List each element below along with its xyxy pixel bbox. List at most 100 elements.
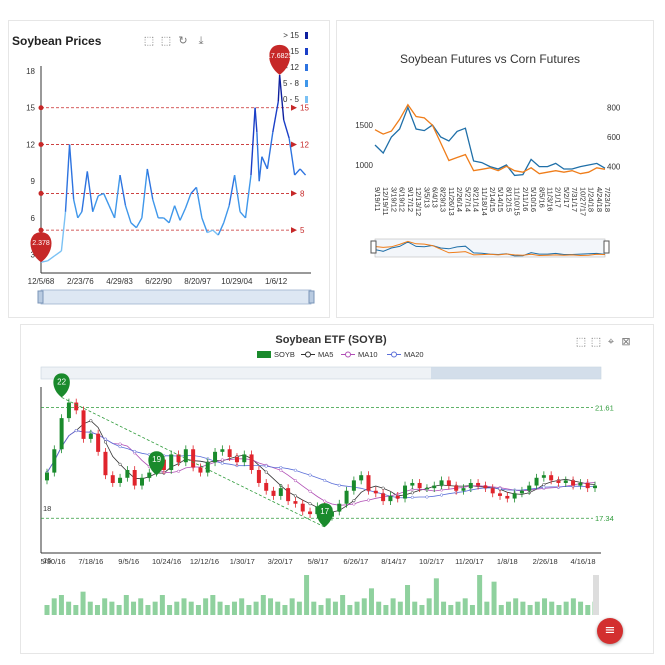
x-tick-label: 4/29/83 bbox=[106, 277, 133, 286]
candle-body bbox=[271, 490, 276, 496]
box-zoom-icon[interactable]: ⬚ bbox=[143, 34, 155, 47]
y-tick-label: 9 bbox=[31, 177, 36, 186]
mark-point-label: 22 bbox=[57, 377, 66, 386]
volume-bar bbox=[188, 601, 194, 615]
price-line-segment bbox=[64, 144, 71, 212]
restore-icon[interactable]: ⌖ bbox=[607, 335, 615, 348]
price-line-segment bbox=[228, 174, 236, 206]
price-line-segment bbox=[217, 222, 225, 236]
download-icon[interactable]: ⤓ bbox=[198, 34, 204, 47]
volume-bar bbox=[138, 598, 144, 615]
volume-bar bbox=[578, 601, 584, 615]
volume-bar bbox=[296, 601, 302, 615]
y-left-tick-label: 1000 bbox=[355, 161, 373, 170]
ma-point bbox=[337, 483, 341, 487]
legend-label: SOYB bbox=[274, 350, 295, 359]
volume-bar bbox=[469, 605, 475, 615]
etf-panel: ⬚ ⬚ ⌖ ⊠ Soybean ETF (SOYB) SOYB MA5 MA10 MA2… bbox=[20, 324, 654, 654]
volume-bar bbox=[174, 601, 180, 615]
navigator-handle-right bbox=[603, 240, 610, 254]
ma-point bbox=[264, 470, 268, 474]
volume-bar bbox=[513, 598, 519, 615]
legend-swatch bbox=[257, 351, 271, 358]
legend-swatch bbox=[305, 48, 308, 55]
candle-body bbox=[220, 449, 225, 452]
volume-bar bbox=[534, 601, 540, 615]
volume-bar bbox=[505, 601, 511, 615]
close-icon[interactable]: ⊠ bbox=[621, 335, 631, 348]
legend-swatch bbox=[305, 32, 308, 39]
candle-body bbox=[205, 462, 210, 473]
volume-bar bbox=[66, 601, 72, 615]
volume-bar bbox=[585, 605, 591, 615]
candle-body bbox=[147, 472, 152, 478]
mark-line-start bbox=[38, 190, 44, 196]
volume-bar bbox=[549, 601, 555, 615]
x-tick-label: 6/4/13 bbox=[431, 187, 440, 208]
price-line-segment bbox=[92, 195, 99, 213]
x-tick-label: 4/24/18 bbox=[595, 187, 604, 212]
datazoom-selection bbox=[431, 367, 601, 379]
x-tick-label: 2/26/14 bbox=[455, 187, 464, 212]
ma-point bbox=[542, 482, 546, 487]
ma-point bbox=[323, 499, 327, 503]
volume-bar bbox=[419, 605, 425, 615]
candle-body bbox=[476, 482, 481, 486]
candle-body bbox=[585, 482, 590, 489]
x-tick-label: 11/26/13 bbox=[447, 187, 456, 216]
volume-bar bbox=[455, 601, 461, 615]
price-line-segment bbox=[130, 222, 137, 229]
candle-body bbox=[264, 482, 269, 491]
x-tick-label: 5/10/16 bbox=[529, 187, 538, 212]
volume-bar bbox=[405, 585, 411, 615]
x-tick-label: 3/5/13 bbox=[422, 187, 431, 208]
volume-bar bbox=[491, 581, 497, 615]
volume-bar bbox=[462, 598, 468, 615]
volume-bar bbox=[318, 605, 324, 615]
volume-bar bbox=[58, 595, 64, 615]
y-tick-label: 18 bbox=[26, 67, 35, 76]
x-tick-label: 11/20/17 bbox=[455, 557, 484, 566]
price-line-segment bbox=[146, 168, 154, 200]
x-tick-label: 5/30/16 bbox=[40, 557, 65, 566]
price-line-segment bbox=[108, 205, 116, 219]
x-tick-label: 1/6/12 bbox=[265, 277, 288, 286]
volume-bar bbox=[448, 605, 454, 615]
price-line-segment bbox=[272, 101, 279, 133]
volume-bar bbox=[542, 598, 548, 615]
price-line-segment bbox=[266, 132, 274, 170]
candle-body bbox=[139, 477, 144, 486]
ma-point bbox=[352, 502, 356, 506]
volume-bar bbox=[51, 598, 57, 615]
box-zoom-icon[interactable]: ⬚ bbox=[575, 335, 587, 348]
ma-point bbox=[381, 486, 385, 490]
zoom-reset-icon[interactable]: ⬚ bbox=[160, 34, 172, 47]
min-mark-pin bbox=[30, 232, 52, 263]
ma-point bbox=[279, 468, 283, 472]
volume-bar bbox=[80, 591, 86, 615]
x-tick-label: 1/8/18 bbox=[497, 557, 518, 566]
y-tick-label: 15 bbox=[26, 104, 35, 113]
volume-bar bbox=[311, 601, 317, 615]
menu-button[interactable]: ≡ bbox=[597, 618, 623, 644]
y-tick-label: 12 bbox=[26, 140, 35, 149]
x-tick-label: 12/5/68 bbox=[28, 277, 55, 286]
price-line-segment bbox=[207, 229, 214, 234]
candle-body bbox=[103, 451, 108, 476]
y-right-tick-label: 400 bbox=[607, 162, 621, 171]
ma-point bbox=[118, 442, 122, 446]
x-tick-label: 8/14/17 bbox=[381, 557, 406, 566]
mark-line-start bbox=[38, 227, 44, 233]
x-tick-label: 7/31/17 bbox=[570, 187, 579, 212]
price-line-segment bbox=[294, 168, 301, 176]
y-tick-label: 3 bbox=[31, 251, 36, 260]
x-tick-label: 1/30/17 bbox=[230, 557, 255, 566]
price-line-segment bbox=[77, 211, 83, 219]
volume-bar bbox=[181, 598, 187, 615]
price-line-segment bbox=[72, 199, 79, 219]
price-line-segment bbox=[258, 156, 263, 182]
zoom-reset-icon[interactable]: ⬚ bbox=[590, 335, 602, 348]
mark-line-label: 12 bbox=[300, 140, 309, 149]
x-tick-label: 5/2/17 bbox=[562, 187, 571, 208]
refresh-icon[interactable]: ↻ bbox=[178, 34, 188, 47]
